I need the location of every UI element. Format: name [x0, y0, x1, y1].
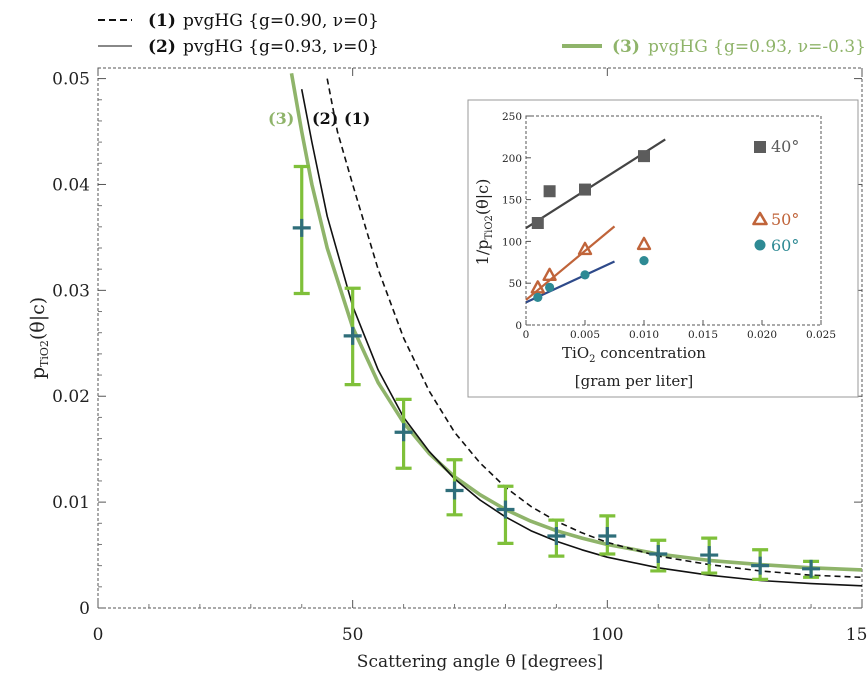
curve-label-3: (3)	[268, 109, 294, 128]
inset-legend: 40° 50° 60°	[752, 137, 799, 255]
legend-text-1: pvgHG {g=0.90, ν=0}	[183, 11, 379, 31]
marker-60	[580, 270, 590, 280]
marker-40	[579, 183, 591, 196]
inset-x-axis-title-line2: [gram per liter]	[575, 372, 694, 390]
main-ticks	[97, 68, 863, 609]
marker-50	[530, 280, 545, 294]
legend-marker-60	[754, 239, 766, 251]
inset-y-tick-label: 50	[509, 278, 522, 290]
main-y-tick-label: 0.01	[52, 493, 90, 513]
inset-y-tick-label: 0	[515, 320, 522, 332]
main-x-axis-title: Scattering angle θ [degrees]	[357, 652, 603, 672]
inset-x-tick-label: 0.020	[747, 329, 777, 341]
main-y-tick-label: 0	[79, 599, 90, 619]
inset-x-axis-title-sub: 2	[589, 354, 595, 365]
curve-labels: (3) (2) (1)	[268, 109, 370, 128]
legend-marker-50	[752, 211, 768, 226]
legend-label-60: 60°	[771, 236, 799, 255]
marker-40	[531, 217, 544, 230]
curve-label-2: (2)	[312, 109, 338, 128]
inset-y-axis-title: 1/pTiO2(θ|c)	[473, 179, 495, 266]
inset-x-axis-title: TiO2 concentration	[562, 344, 706, 365]
main-plot-frame	[97, 67, 863, 609]
legend-text-3: pvgHG {g=0.93, ν=-0.3}	[648, 37, 866, 57]
inset-y-axis-title-sub: TiO2	[484, 215, 495, 239]
inset-x-tick-label: 0.025	[806, 329, 836, 341]
legend: (1) pvgHG {g=0.90, ν=0} (2) pvgHG {g=0.9…	[98, 11, 866, 57]
inset-x-tick-label: 0.010	[629, 329, 659, 341]
main-x-tick-label: 0	[93, 625, 104, 645]
inset-y-axis-title-pre: 1/p	[473, 240, 492, 266]
inset-ticks	[525, 115, 822, 326]
marker-60	[545, 282, 555, 292]
main-x-tick-label: 150	[846, 625, 868, 645]
main-y-axis-title: pTiO2(θ|c)	[27, 297, 51, 379]
inset-y-tick-label: 150	[502, 195, 522, 207]
legend-label-40: 40°	[771, 137, 799, 156]
marker-40	[638, 150, 650, 163]
legend-num-3: (3)	[612, 37, 640, 57]
inset-chart: 0 0.005 0.010 0.015 0.020 0.02505010015020025…	[467, 99, 859, 398]
curve-3-thick	[289, 72, 863, 572]
inset-x-tick-label: 0	[523, 329, 530, 341]
legend-num-2: (2)	[148, 37, 176, 57]
marker-60	[639, 256, 649, 266]
legend-num-1: (1)	[148, 11, 176, 31]
main-y-tick-label: 0.04	[52, 175, 90, 195]
inset-y-axis-title-post: (θ|c)	[473, 179, 492, 215]
legend-text-2: pvgHG {g=0.93, ν=0}	[183, 37, 379, 57]
main-y-axis-title-rest: (θ|c)	[27, 297, 49, 340]
inset-x-tick-label: 0.005	[570, 329, 600, 341]
marker-50	[577, 241, 593, 256]
inset-background	[467, 99, 859, 398]
marker-60	[533, 292, 543, 303]
legend-entry-1: (1) pvgHG {g=0.90, ν=0}	[98, 11, 379, 31]
curve-label-1: (1)	[344, 109, 370, 128]
inset-x-tick-label: 0.015	[688, 329, 718, 341]
main-y-tick-label: 0.02	[52, 387, 90, 407]
inset-y-tick-label: 250	[502, 111, 522, 123]
inset-x-axis-title-pre: TiO	[562, 344, 589, 362]
legend-marker-40	[754, 141, 766, 153]
curve-1-dashed	[326, 78, 863, 579]
main-y-tick-label: 0.03	[52, 281, 90, 301]
legend-entry-3: (3) pvgHG {g=0.93, ν=-0.3}	[562, 37, 866, 57]
inset-y-tick-label: 100	[502, 236, 522, 248]
main-tick-labels: 0 50 100 150 0 0.01 0.02 0.03 0.04 0.05	[52, 70, 868, 645]
marker-40	[543, 185, 556, 198]
inset-plot-frame	[525, 115, 822, 326]
measured-points	[292, 164, 821, 582]
main-x-tick-label: 50	[342, 625, 364, 645]
inset-x-axis-title-post: concentration	[596, 344, 707, 362]
main-y-tick-label: 0.05	[52, 70, 90, 90]
main-y-axis-title-p: p	[27, 367, 49, 379]
inset-tick-labels: 0 0.005 0.010 0.015 0.020 0.025 0 50 100 150 200 25…	[502, 111, 836, 341]
main-x-tick-label: 100	[591, 625, 623, 645]
inset-markers	[530, 150, 652, 303]
marker-50	[636, 236, 652, 251]
legend-entry-2: (2) pvgHG {g=0.93, ν=0}	[98, 37, 379, 57]
main-y-axis-title-sub: TiO2	[38, 340, 51, 367]
legend-label-50: 50°	[771, 210, 799, 229]
inset-y-tick-label: 200	[502, 153, 522, 165]
marker-50	[542, 267, 557, 282]
